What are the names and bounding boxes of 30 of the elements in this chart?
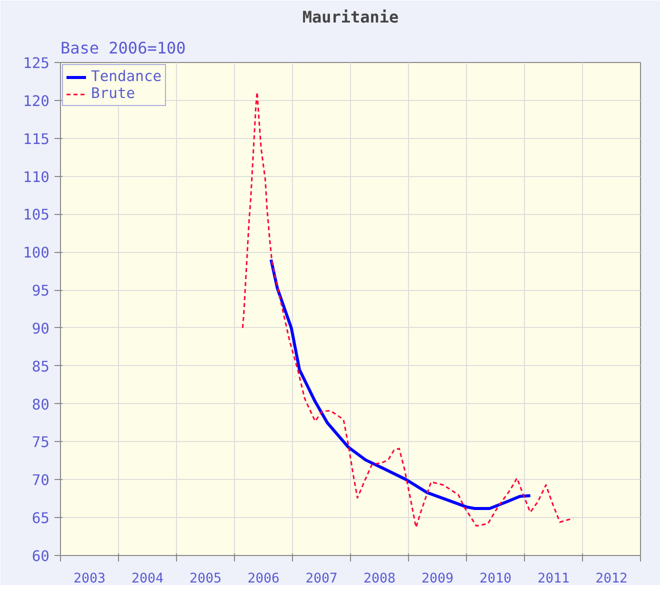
y-tick-label: 110	[23, 168, 50, 186]
y-tick-label: 85	[32, 358, 50, 376]
y-tick-label: 115	[23, 130, 50, 148]
x-tick-label: 2010	[479, 572, 512, 586]
y-tick-label: 120	[23, 92, 50, 110]
y-tick-label: 90	[32, 320, 50, 338]
y-axis-title: Base 2006=100	[60, 38, 186, 58]
y-tick-label: 80	[32, 396, 50, 414]
y-tick-label: 105	[23, 206, 50, 224]
line-series	[270, 258, 532, 510]
legend-label: Brute	[91, 85, 136, 102]
line-series	[242, 91, 574, 528]
y-tick-label: 60	[32, 548, 50, 565]
legend-label: Tendance	[91, 68, 162, 85]
x-tick-label: 2008	[363, 572, 396, 586]
x-tick-label: 2005	[189, 572, 222, 586]
x-tick-label: 2003	[73, 572, 106, 586]
x-tick-label: 2006	[247, 572, 280, 586]
y-tick-label: 95	[32, 282, 50, 300]
x-tick-label: 2007	[305, 572, 338, 586]
x-tick-label: 2009	[421, 572, 454, 586]
y-tick-label: 100	[23, 244, 50, 262]
x-tick-label: 2004	[131, 572, 164, 586]
y-tick-label: 70	[32, 472, 50, 490]
y-tick-label: 75	[32, 434, 50, 452]
y-tick-label: 125	[23, 55, 50, 72]
x-tick-label: 2011	[537, 572, 570, 586]
y-tick-label: 65	[32, 510, 50, 528]
chart-title: Mauritanie	[302, 8, 399, 26]
x-tick-label: 2012	[595, 572, 628, 586]
